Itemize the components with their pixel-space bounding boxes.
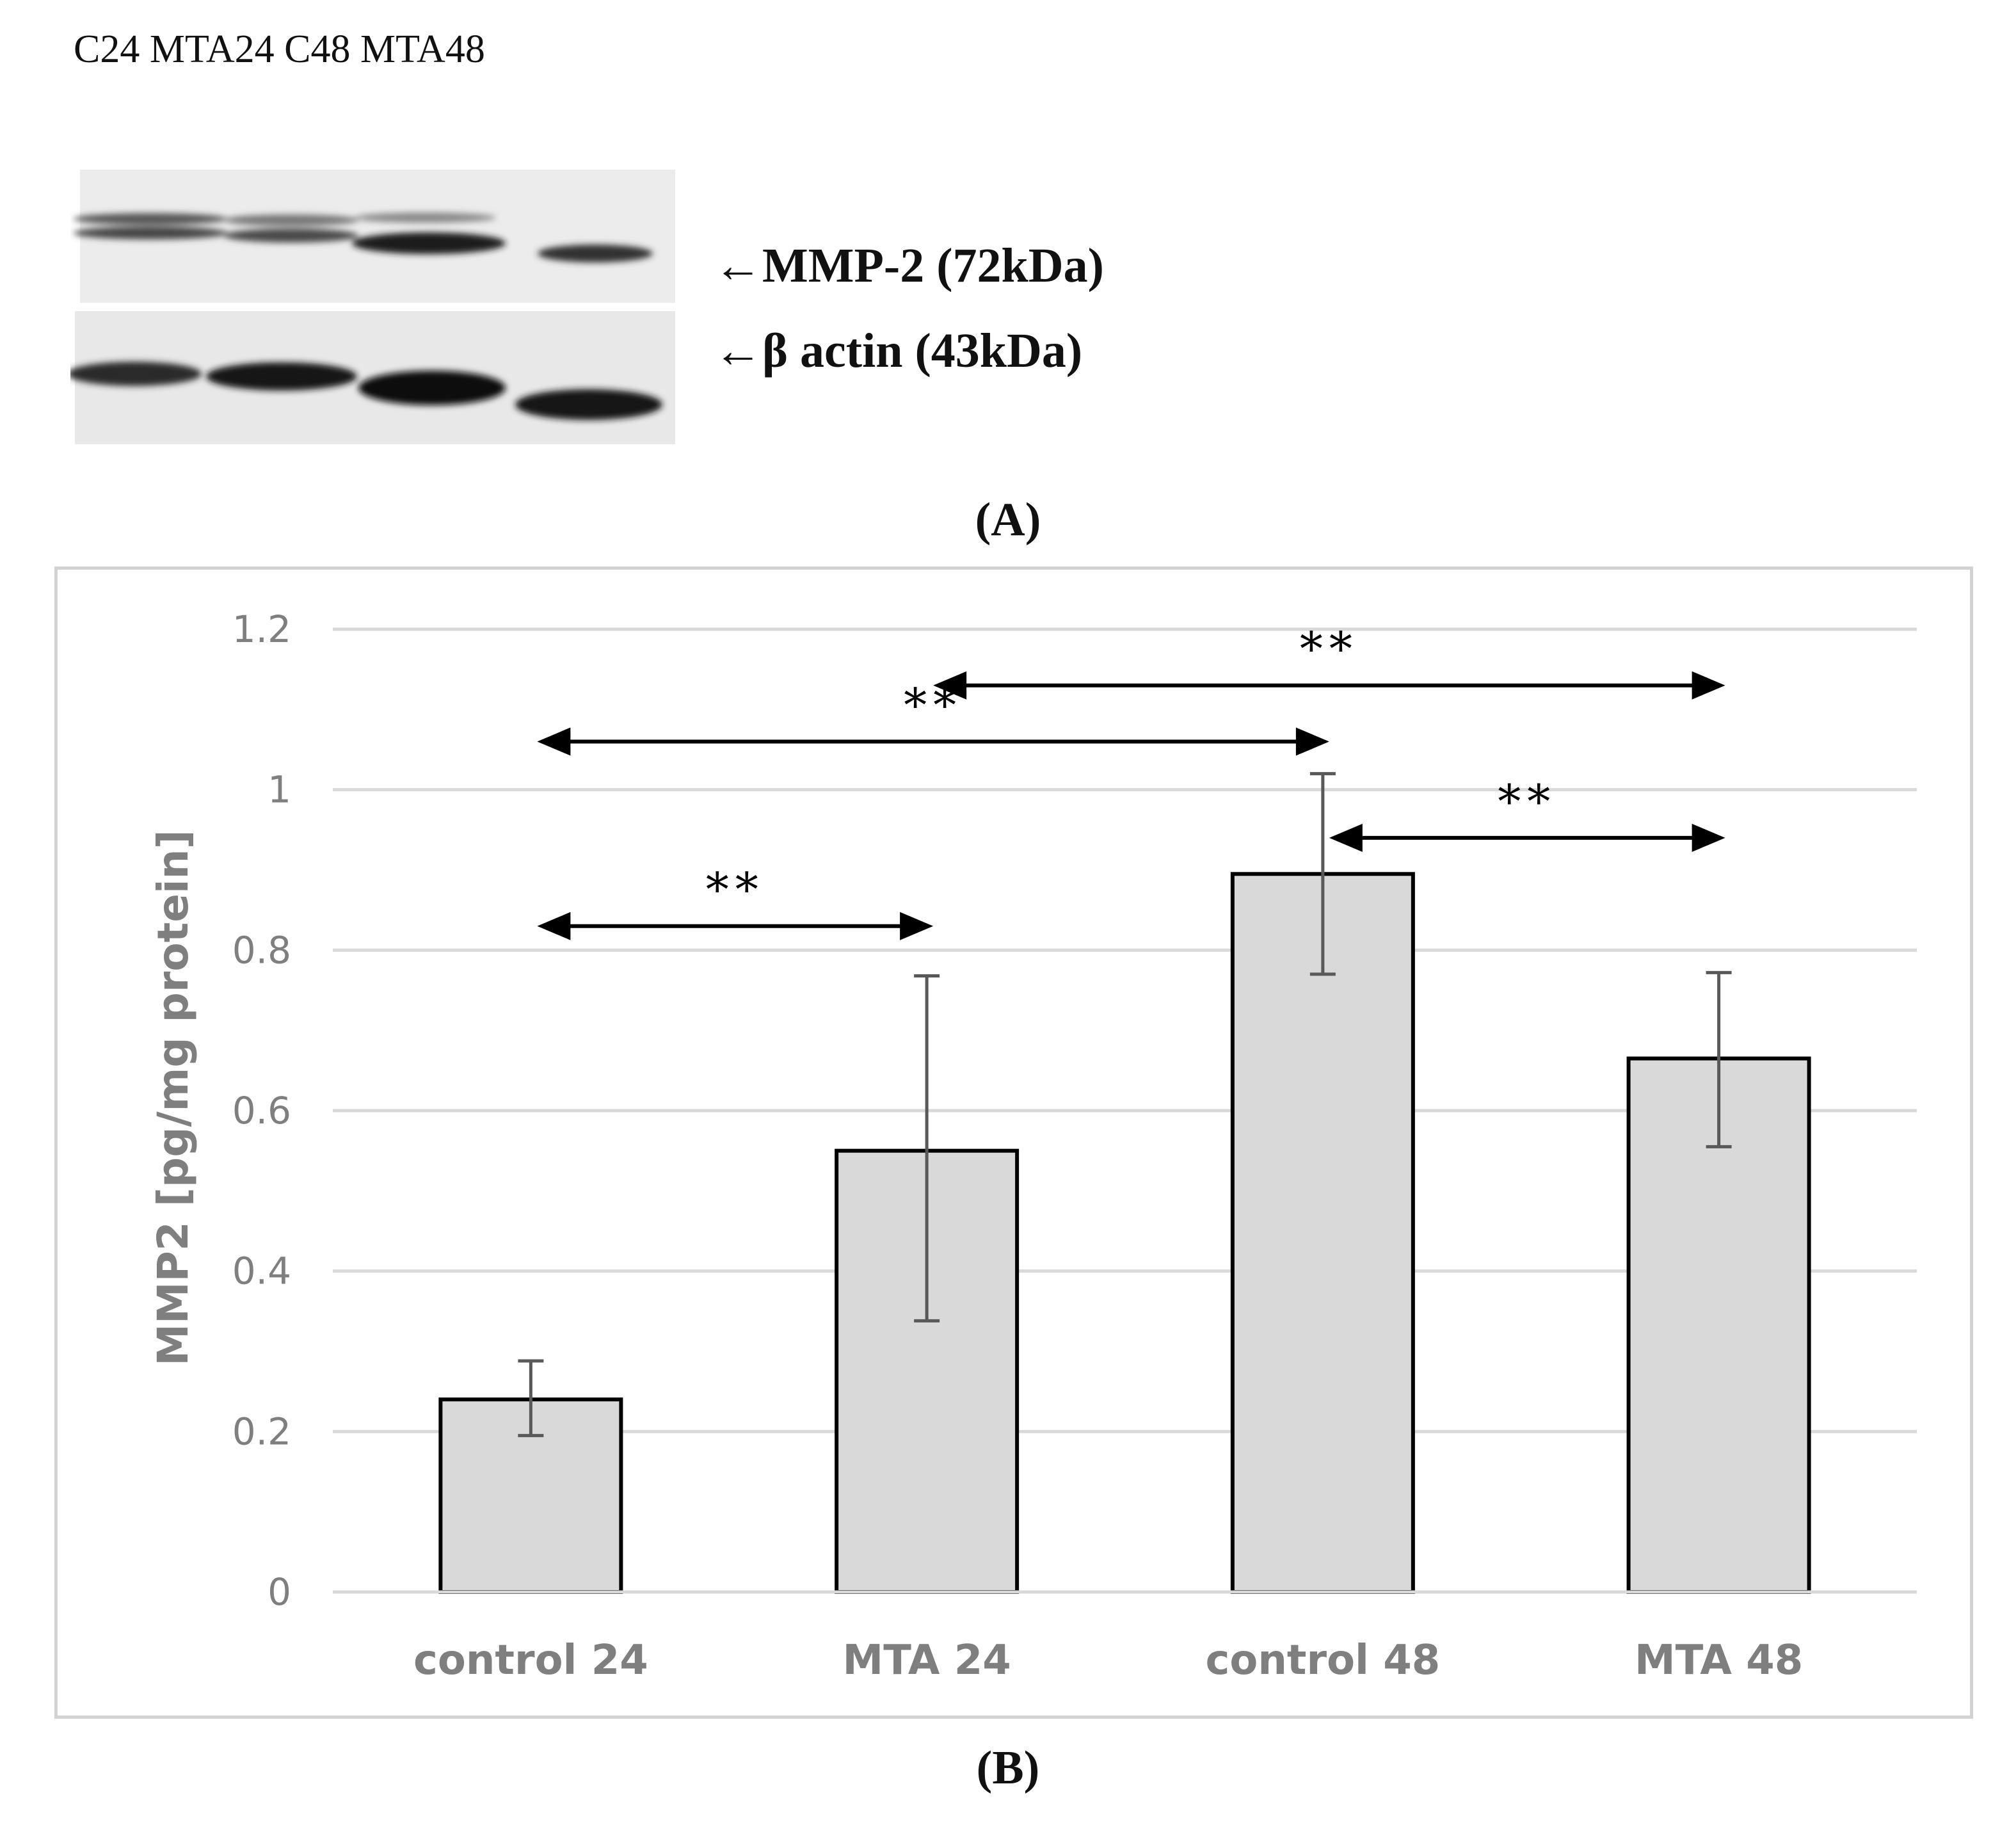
y-tick-label: 0.6 xyxy=(232,1089,291,1132)
arrowhead-right xyxy=(1692,671,1725,700)
y-tick-label: 1 xyxy=(268,768,291,812)
x-tick-label: control 48 xyxy=(1205,1637,1440,1684)
panel-caption-a: (A) xyxy=(975,494,1041,546)
y-tick-label: 0.4 xyxy=(232,1250,291,1293)
arrowhead-left xyxy=(933,671,967,700)
y-tick-label: 0.8 xyxy=(232,928,291,972)
band-label-mmp2: ←MMP-2 (72kDa) xyxy=(714,239,1104,293)
y-tick-label: 1.2 xyxy=(232,607,291,651)
x-tick-label: control 24 xyxy=(413,1637,648,1684)
bar-chart: 0 0.2 0.4 0.6 0.8 1 1.2 MMP2 [pg/mg protein] con… xyxy=(148,607,1917,1684)
chart-frame: 0 0.2 0.4 0.6 0.8 1 1.2 MMP2 [pg/mg protein] con… xyxy=(54,567,1973,1719)
y-tick-label: 0.2 xyxy=(232,1410,291,1453)
significance-label: ** xyxy=(706,863,765,917)
x-tick-label: MTA 48 xyxy=(1635,1637,1803,1684)
band-label-beta-actin: ←β actin (43kDa) xyxy=(714,324,1083,378)
significance-label: ** xyxy=(1498,775,1556,828)
x-tick-label: MTA 24 xyxy=(843,1637,1011,1684)
arrowhead-right xyxy=(1692,823,1725,852)
y-tick-label: 0 xyxy=(268,1570,291,1614)
bar-control-48 xyxy=(1230,872,1415,1594)
significance-label: ** xyxy=(1300,622,1359,676)
y-axis-label: MMP2 [pg/mg protein] xyxy=(148,830,198,1366)
arrowhead-right xyxy=(1295,727,1329,756)
arrowhead-left xyxy=(537,912,571,940)
panel-caption-b: (B) xyxy=(976,1742,1040,1794)
lane-labels: C24 MTA24 C48 MTA48 xyxy=(74,28,485,71)
arrowhead-right xyxy=(900,912,934,940)
bar-control-24 xyxy=(438,1397,623,1594)
arrowhead-left xyxy=(1329,823,1363,852)
arrowhead-left xyxy=(537,727,571,756)
western-blot-image xyxy=(70,170,675,444)
